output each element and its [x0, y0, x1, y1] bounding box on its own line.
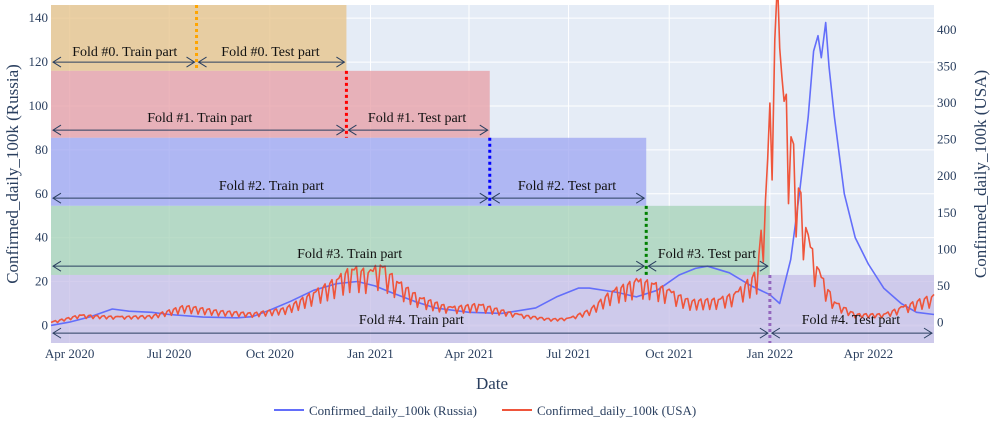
data-series: [50, 0, 935, 327]
fold-box-0: [51, 5, 347, 71]
test-label-3: Fold #3. Test part: [658, 247, 756, 262]
test-arrow-3: [647, 260, 769, 272]
fold-box-4: [51, 274, 934, 343]
train-arrow-2-head-right: [479, 192, 489, 204]
legend: Confirmed_daily_100k (Russia) Confirmed_…: [274, 403, 696, 418]
test-label-2: Fold #2. Test part: [518, 179, 616, 194]
train-label-4: Fold #4. Train part: [359, 313, 464, 328]
y-left-tick-label: 140: [29, 10, 49, 25]
fold-split-markers: [195, 5, 772, 343]
y-right-tick-label: 250: [937, 132, 957, 147]
legend-label-usa: Confirmed_daily_100k (USA): [537, 403, 696, 418]
y-left-tick-label: 0: [42, 317, 49, 332]
y-left-tick-label: 100: [29, 98, 49, 113]
y-right-tick-label: 150: [937, 205, 957, 220]
train-arrow-3: [52, 260, 646, 272]
y-right-tick-label: 200: [937, 168, 957, 183]
test-arrow-1-head-left: [347, 124, 357, 136]
train-label-0: Fold #0. Train part: [72, 45, 177, 60]
legend-item-russia[interactable]: Confirmed_daily_100k (Russia): [274, 403, 477, 418]
y-left-tick-label: 40: [35, 230, 48, 245]
fold-box-1: [51, 70, 490, 138]
test-label-4: Fold #4. Test part: [802, 313, 900, 328]
y-left-tick-label: 60: [35, 186, 48, 201]
x-tick-label: Apr 2021: [444, 346, 493, 361]
train-arrow-0: [52, 56, 196, 68]
fold-regions: [51, 5, 934, 343]
test-arrow-0-head-left: [197, 56, 207, 68]
y-right-tick-label: 50: [937, 278, 950, 293]
train-label-3: Fold #3. Train part: [297, 247, 402, 262]
fold-box-2: [51, 137, 647, 206]
test-arrow-2: [490, 192, 646, 204]
test-arrow-3-head-left: [647, 260, 657, 272]
x-tick-label: Apr 2020: [45, 346, 94, 361]
x-tick-label: Jan 2022: [747, 346, 794, 361]
fold-annotations: Fold #0. Train part Fold #0. Test part Fol…: [52, 45, 933, 339]
train-arrow-3-head-left: [52, 260, 62, 272]
test-arrow-3-head-right: [759, 260, 769, 272]
series-line-1: [50, 0, 935, 324]
train-arrow-1-head-left: [52, 124, 62, 136]
y-left-tick-label: 80: [35, 142, 48, 157]
y-left-tick-label: 120: [29, 54, 49, 69]
train-arrow-3-head-right: [635, 260, 646, 272]
test-label-0: Fold #0. Test part: [221, 45, 319, 60]
legend-item-usa[interactable]: Confirmed_daily_100k (USA): [502, 403, 696, 418]
test-label-1: Fold #1. Test part: [368, 111, 466, 126]
y-left-tick-label: 20: [35, 274, 48, 289]
x-tick-label: Oct 2020: [246, 346, 294, 361]
test-arrow-0-head-right: [336, 56, 346, 68]
axes: Apr 2020 Jul 2020 Oct 2020 Jan 2021 Apr 2021…: [29, 10, 957, 361]
x-tick-label: Jan 2021: [347, 346, 394, 361]
train-arrow-4: [52, 327, 769, 339]
x-axis-title: Date: [476, 374, 508, 393]
train-arrow-4-head-left: [52, 327, 62, 339]
y-right-tick-label: 0: [937, 315, 944, 330]
train-arrow-1-head-right: [336, 124, 346, 136]
train-arrow-0-head-left: [52, 56, 62, 68]
x-tick-label: Apr 2022: [844, 346, 893, 361]
y-right-tick-label: 100: [937, 241, 957, 256]
x-tick-label: Oct 2021: [645, 346, 693, 361]
test-arrow-1-head-right: [479, 124, 489, 136]
train-arrow-2: [52, 192, 489, 204]
y-right-tick-label: 400: [937, 22, 957, 37]
train-arrow-4-head-right: [759, 327, 769, 339]
y-right-tick-label: 300: [937, 95, 957, 110]
test-arrow-4: [770, 327, 933, 339]
train-arrow-0-head-right: [186, 56, 196, 68]
train-arrow-2-head-left: [52, 192, 62, 204]
y-right-tick-label: 350: [937, 58, 957, 73]
y-axis-left-title: Confirmed_daily_100k (Russia): [3, 64, 22, 284]
test-arrow-2-head-right: [635, 192, 646, 204]
test-arrow-4-head-right: [923, 327, 933, 339]
train-label-1: Fold #1. Train part: [147, 111, 252, 126]
test-arrow-2-head-left: [490, 192, 501, 204]
legend-label-russia: Confirmed_daily_100k (Russia): [309, 403, 477, 418]
test-arrow-1: [347, 124, 489, 136]
x-tick-label: Jul 2020: [147, 346, 191, 361]
train-arrow-1: [52, 124, 346, 136]
x-tick-label: Jul 2021: [546, 346, 590, 361]
train-label-2: Fold #2. Train part: [219, 179, 324, 194]
test-arrow-4-head-left: [770, 327, 781, 339]
test-arrow-0: [197, 56, 346, 68]
fold-box-3: [51, 205, 770, 275]
y-axis-right-title: Confirmed_daily_100k (USA): [971, 70, 990, 278]
